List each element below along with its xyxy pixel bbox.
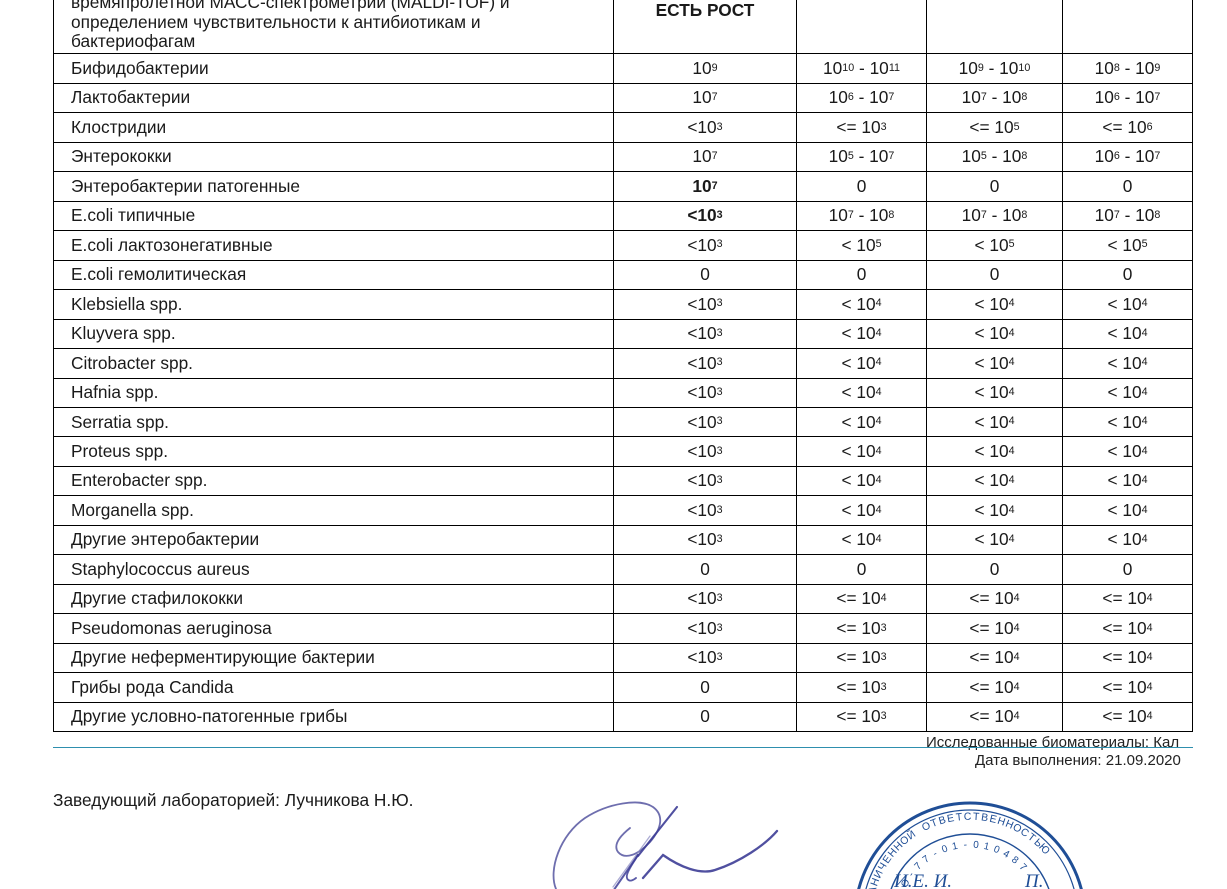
svg-text:-: - xyxy=(931,848,939,859)
svg-text:Т: Т xyxy=(955,811,963,824)
svg-text:4: 4 xyxy=(1001,848,1012,861)
svg-text:-: - xyxy=(963,840,967,851)
svg-text:1: 1 xyxy=(982,841,990,853)
svg-text:1: 1 xyxy=(951,841,959,853)
svg-text:В: В xyxy=(980,811,989,824)
svg-text:С: С xyxy=(964,811,972,823)
svg-text:0: 0 xyxy=(940,843,949,855)
svg-text:Т: Т xyxy=(973,811,981,823)
svg-text:П.: П. xyxy=(1024,871,1043,889)
svg-text:7: 7 xyxy=(921,853,932,865)
svg-text:0: 0 xyxy=(973,840,980,851)
svg-text:0: 0 xyxy=(992,844,1002,856)
svg-text:Е: Е xyxy=(946,812,955,825)
svg-text:И.Е. И.: И.Е. И. xyxy=(893,871,952,889)
svg-text:8: 8 xyxy=(1009,854,1020,866)
